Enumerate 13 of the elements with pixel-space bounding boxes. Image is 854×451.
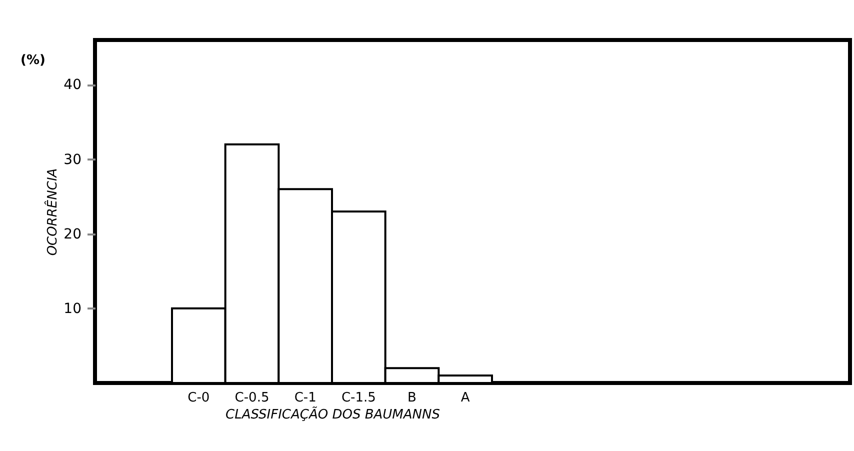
x-tick-label: B [408,390,416,406]
x-tick-label: C-1.5 [341,390,376,406]
x-tick-label: C-0 [188,390,210,406]
x-tick-label: A [460,390,470,406]
y-tick-label: 40 [64,77,82,94]
y-axis-title: OCORRÊNCIA [44,168,61,256]
y-tick-label: 10 [64,300,82,317]
y-tick-label: 20 [64,226,82,242]
text: (%) [20,53,46,68]
x-axis-title: CLASSIFICAÇÃO DOS BAUMANNS [226,406,440,422]
x-tick-label: C-1 [294,390,316,406]
y-tick-label: 30 [64,152,82,168]
x-tick-label: C-0.5 [234,390,270,406]
